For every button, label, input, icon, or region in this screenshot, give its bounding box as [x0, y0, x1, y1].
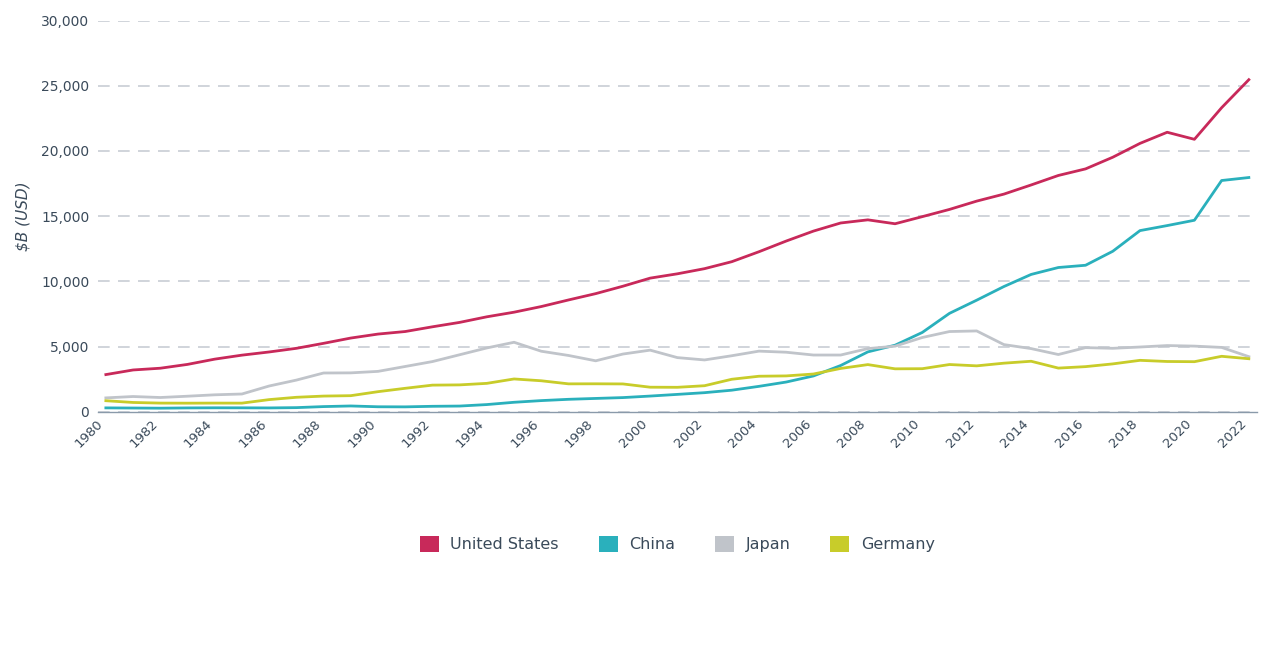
Legend: United States, China, Japan, Germany: United States, China, Japan, Germany — [413, 529, 941, 559]
Y-axis label: $B (USD): $B (USD) — [15, 181, 31, 251]
